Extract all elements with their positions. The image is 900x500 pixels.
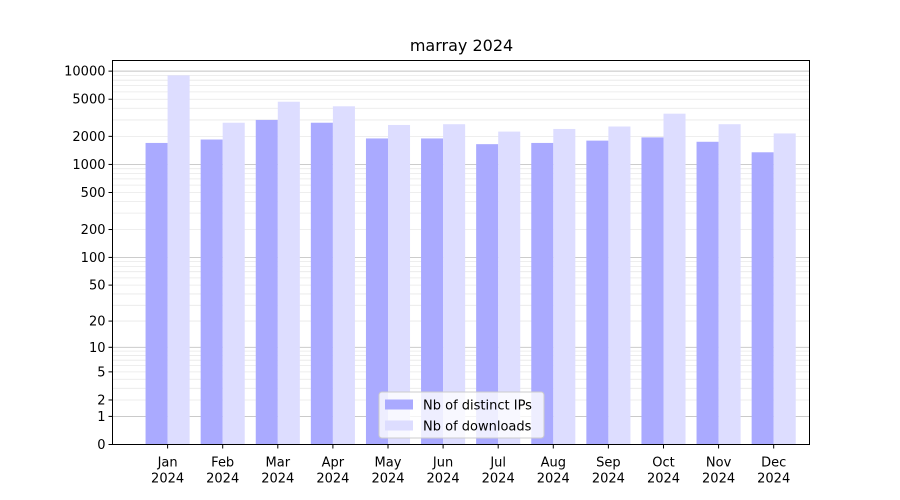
x-tick-label: Mar 2024 [261,456,294,487]
y-tick-label: 2000 [72,130,105,145]
bar-downloads [222,122,245,445]
bar-downloads [608,126,631,445]
x-tick-label: Jan 2024 [151,456,184,487]
y-tick-label: 2 [97,393,105,408]
bar-downloads [773,133,796,445]
bar-distinct-ips [310,122,333,445]
x-tick-label: Feb 2024 [206,456,239,487]
y-tick-label: 1000 [72,158,105,173]
legend-swatch [385,399,413,410]
bar-downloads [553,128,576,445]
bar-distinct-ips [641,137,664,445]
x-tick-label: Nov 2024 [702,456,735,487]
y-tick-label: 5000 [72,93,105,108]
bar-distinct-ips [586,140,609,445]
bar-distinct-ips [255,119,278,445]
bar-downloads [443,124,466,445]
bar-distinct-ips [200,139,223,445]
x-tick-label: Aug 2024 [537,456,570,487]
y-axis: 0 1 2 5 10 20 50 100 200 500 1000 2000 5000 10000 [64,65,113,453]
x-axis: Jan 2024 Feb 2024 Mar 2024 Apr 2024 May 2024 Jun 20… [151,444,790,487]
bar-downloads [277,101,300,445]
legend-label: Nb of distinct IPs [423,399,532,414]
chart-title: marray 2024 [410,36,513,55]
bar-distinct-ips [751,152,774,445]
x-tick-label: Apr 2024 [316,456,349,487]
y-tick-label: 20 [89,315,106,330]
y-tick-label: 500 [81,186,106,201]
y-tick-label: 200 [81,223,106,238]
bar-downloads [718,124,741,445]
bar-downloads [663,113,686,445]
y-tick-label: 1 [97,410,105,425]
y-tick-label: 5 [97,365,105,380]
bar-distinct-ips [531,142,554,445]
bar-distinct-ips [421,138,444,445]
bar-distinct-ips [365,138,388,445]
y-tick-label: 0 [97,438,105,453]
y-tick-label: 50 [89,279,106,294]
bars [145,75,796,445]
x-tick-label: May 2024 [371,456,404,487]
legend-swatch [385,420,413,431]
y-tick-label: 100 [81,251,106,266]
bar-distinct-ips [145,142,168,445]
y-tick-label: 10 [89,341,106,356]
x-tick-label: Dec 2024 [757,456,790,487]
legend: Nb of distinct IPs Nb of downloads [378,391,545,439]
x-tick-label: Oct 2024 [647,456,680,487]
x-tick-label: Jun 2024 [427,456,460,487]
bar-downloads [167,75,190,445]
plot-area-frame [112,60,810,445]
bar-distinct-ips [476,144,499,445]
x-tick-label: Sep 2024 [592,456,625,487]
y-tick-label: 10000 [64,65,105,80]
bar-downloads [498,131,521,445]
x-tick-label: Jul 2024 [482,456,515,487]
bar-downloads [332,106,355,445]
bar-downloads [387,124,411,445]
legend-label: Nb of downloads [423,420,532,435]
legend-box [378,391,545,439]
bar-distinct-ips [696,141,719,445]
